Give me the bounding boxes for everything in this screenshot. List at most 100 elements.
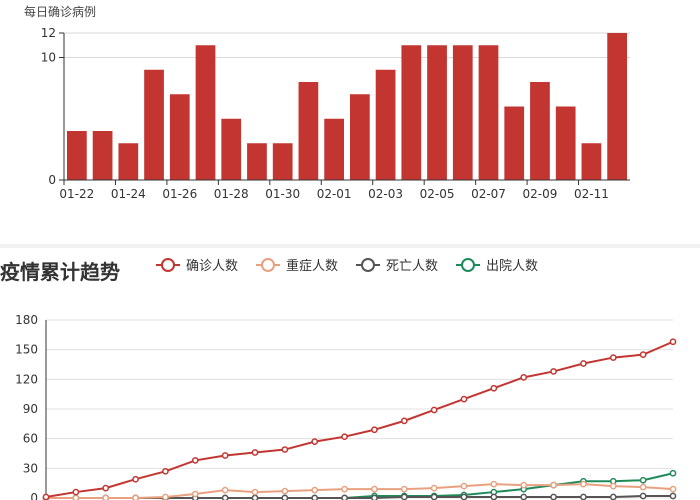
- data-point[interactable]: [430, 406, 438, 414]
- bar-02-08[interactable]: [504, 106, 525, 181]
- data-point[interactable]: [669, 469, 677, 477]
- data-point[interactable]: [371, 485, 378, 493]
- data-point[interactable]: [550, 481, 557, 489]
- legend-marker: [461, 258, 475, 272]
- data-point[interactable]: [520, 481, 528, 489]
- data-point[interactable]: [311, 438, 319, 445]
- data-point[interactable]: [580, 493, 587, 500]
- cumulative-trend-line-chart[interactable]: 确诊人数 重症人数 死亡人数 出院人数 0 30 60 90 120 150 180: [0, 248, 700, 500]
- data-point[interactable]: [281, 494, 289, 500]
- data-point[interactable]: [371, 494, 378, 500]
- data-point[interactable]: [72, 494, 80, 500]
- data-point[interactable]: [400, 417, 408, 425]
- bar-01-25[interactable]: [144, 69, 164, 180]
- bar-01-31[interactable]: [298, 82, 319, 180]
- data-point[interactable]: [42, 493, 50, 500]
- data-point[interactable]: [460, 493, 468, 500]
- bar-02-02[interactable]: [350, 94, 370, 180]
- bar-01-26[interactable]: [169, 94, 190, 180]
- x-tick-label: 01-26: [162, 187, 197, 201]
- bar-02-10[interactable]: [555, 106, 576, 181]
- data-point[interactable]: [341, 433, 348, 441]
- data-point[interactable]: [281, 446, 289, 453]
- daily-cases-bar-chart: 每日确诊病例 0 10 12 01-22 01-24 01-26 01-28 01-30 02-0…: [24, 4, 630, 201]
- data-point[interactable]: [669, 485, 677, 493]
- legend-item[interactable]: 重症人数: [256, 258, 338, 274]
- data-point[interactable]: [609, 493, 617, 500]
- data-point[interactable]: [490, 493, 498, 500]
- data-point[interactable]: [341, 494, 348, 500]
- data-point[interactable]: [550, 493, 557, 500]
- bar-02-05[interactable]: [427, 45, 447, 180]
- data-point[interactable]: [639, 351, 647, 358]
- data-point[interactable]: [102, 484, 110, 492]
- data-point[interactable]: [669, 492, 677, 500]
- data-point[interactable]: [102, 494, 110, 500]
- legend-item[interactable]: 出院人数: [456, 258, 538, 274]
- data-point[interactable]: [490, 384, 498, 392]
- data-point[interactable]: [430, 493, 438, 500]
- trend-chart-title: 疫情累计趋势: [0, 260, 120, 284]
- bar-01-24[interactable]: [118, 143, 139, 180]
- data-point[interactable]: [251, 449, 259, 456]
- bar-01-29[interactable]: [247, 143, 267, 180]
- data-point[interactable]: [311, 486, 319, 494]
- data-point[interactable]: [430, 484, 438, 492]
- data-point[interactable]: [609, 482, 617, 490]
- data-point[interactable]: [520, 493, 528, 500]
- data-point[interactable]: [400, 485, 408, 493]
- data-point[interactable]: [639, 492, 647, 500]
- series-line: [45, 340, 674, 498]
- bar-02-01[interactable]: [324, 118, 344, 180]
- data-point[interactable]: [520, 374, 528, 381]
- x-tick-label: 02-01: [317, 187, 352, 201]
- data-point[interactable]: [72, 488, 80, 496]
- bar-02-09[interactable]: [530, 82, 550, 180]
- x-tick-label: 02-03: [368, 187, 403, 201]
- legend-item[interactable]: 确诊人数: [156, 258, 238, 274]
- data-point[interactable]: [162, 467, 169, 475]
- y-tick-label: 60: [23, 432, 38, 446]
- data-point[interactable]: [221, 452, 229, 459]
- legend-item[interactable]: 死亡人数: [356, 258, 438, 274]
- data-point[interactable]: [132, 475, 139, 483]
- data-point[interactable]: [341, 485, 348, 493]
- data-point[interactable]: [251, 488, 259, 496]
- bar-02-11[interactable]: [581, 143, 602, 180]
- data-point[interactable]: [460, 482, 468, 490]
- series-line: [46, 472, 674, 499]
- bar-01-27[interactable]: [195, 45, 216, 180]
- bar-01-30[interactable]: [272, 143, 293, 180]
- bar-02-12[interactable]: [607, 33, 627, 180]
- y-tick-label: 0: [30, 491, 38, 500]
- bar-01-22[interactable]: [67, 131, 87, 180]
- data-point[interactable]: [281, 487, 289, 495]
- bar-01-23[interactable]: [92, 131, 113, 180]
- bar-02-07[interactable]: [478, 45, 499, 180]
- bar-02-06[interactable]: [452, 45, 473, 180]
- data-point[interactable]: [580, 480, 587, 488]
- data-point[interactable]: [221, 486, 229, 494]
- bar-02-04[interactable]: [401, 45, 422, 180]
- data-point[interactable]: [371, 426, 378, 434]
- data-point[interactable]: [460, 395, 468, 403]
- legend-label: 确诊人数: [186, 259, 238, 274]
- data-point[interactable]: [639, 483, 647, 491]
- data-point[interactable]: [580, 360, 587, 367]
- data-point[interactable]: [191, 457, 199, 464]
- data-point[interactable]: [132, 494, 139, 500]
- legend-label: 出院人数: [486, 259, 538, 274]
- data-point[interactable]: [669, 338, 677, 346]
- data-point[interactable]: [639, 476, 647, 484]
- data-point[interactable]: [221, 494, 229, 500]
- bar-02-03[interactable]: [375, 69, 396, 180]
- data-point[interactable]: [191, 490, 199, 498]
- data-point[interactable]: [550, 368, 557, 375]
- data-point[interactable]: [609, 354, 617, 361]
- data-point[interactable]: [490, 480, 498, 488]
- data-point[interactable]: [162, 493, 169, 500]
- data-point[interactable]: [311, 494, 319, 500]
- data-point[interactable]: [400, 493, 408, 500]
- data-point[interactable]: [251, 494, 259, 500]
- bar-01-28[interactable]: [221, 118, 242, 180]
